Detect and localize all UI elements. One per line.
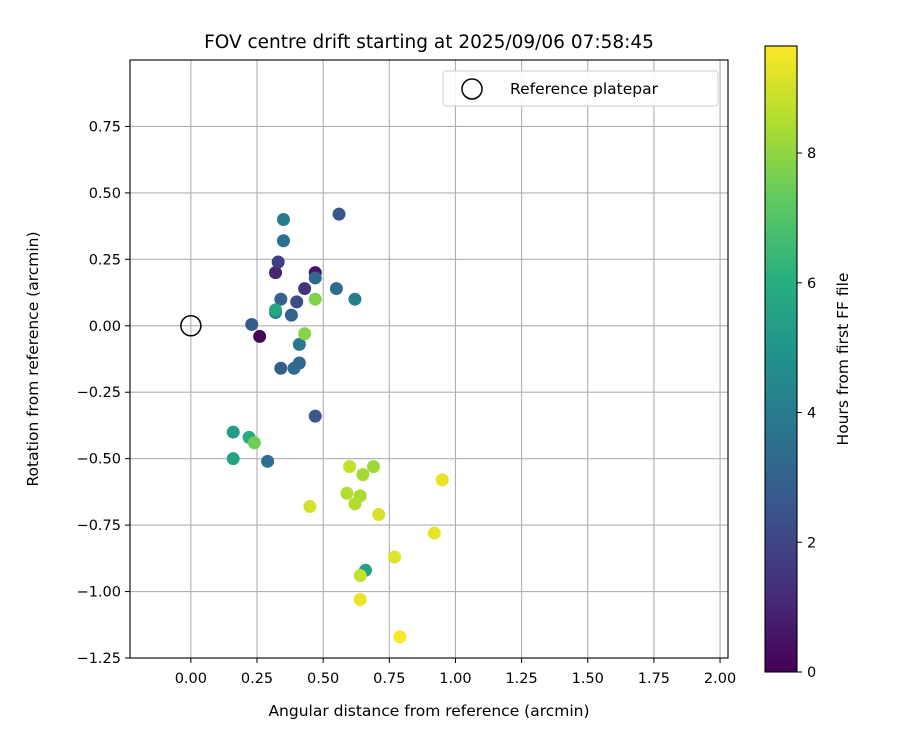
data-point [332,207,346,221]
y-axis-label: Rotation from reference (arcmin) [24,231,42,486]
data-point [308,271,322,285]
data-point [276,212,290,226]
x-axis-label: Angular distance from reference (arcmin) [268,702,589,720]
data-point [366,460,380,474]
data-point [247,436,261,450]
data-point [276,234,290,248]
data-point [269,303,283,317]
data-point [226,452,240,466]
x-tick-label: 1.25 [505,671,537,687]
data-point [348,292,362,306]
data-point [298,327,312,341]
x-tick-label: 0.50 [307,671,339,687]
grid [130,60,728,659]
data-point [308,409,322,423]
x-tick-label: 1.50 [572,671,604,687]
data-point [269,266,283,280]
data-point [245,317,259,331]
chart-title: FOV centre drift starting at 2025/09/06 … [204,32,654,53]
data-point [329,282,343,296]
data-point [287,361,301,375]
legend: Reference platepar [442,70,719,107]
x-tick-label: 0.00 [175,671,207,687]
x-tick-label: 1.00 [439,671,471,687]
x-axis-ticks: 0.00 0.25 0.50 0.75 1.00 1.25 1.50 1.75 2.00 [175,658,736,687]
y-tick-label: −0.25 [77,385,121,401]
colorbar-tick-label: 4 [807,406,816,422]
y-axis-ticks: 0.75 0.50 0.25 0.00 −0.25 −0.50 −0.75 −1.00 −1.2… [77,119,130,667]
legend-marker-icon [461,78,483,100]
colorbar-tick-label: 0 [807,665,816,681]
colorbar-tick-label: 2 [807,535,816,551]
data-point [271,255,285,269]
data-point [388,550,402,564]
colorbar-gradient [764,45,798,673]
data-point [343,460,357,474]
data-point [356,468,370,482]
colorbar-label: Hours from first FF file [834,273,852,446]
data-point [292,337,306,351]
colorbar-ticks: 0 2 4 6 8 [797,146,816,681]
x-tick-label: 1.75 [638,671,670,687]
data-point [353,569,367,583]
data-point [372,507,386,521]
data-point [303,500,317,514]
data-points [226,207,449,644]
legend-entry-reference: Reference platepar [510,80,659,98]
data-point [340,486,354,500]
y-tick-label: 0.25 [89,252,121,268]
x-tick-label: 2.00 [704,671,736,687]
colorbar-tick-label: 6 [807,276,816,292]
x-tick-label: 0.75 [373,671,405,687]
data-point [427,526,441,540]
data-point [274,361,288,375]
data-point [274,292,288,306]
data-point [435,473,449,487]
data-point [261,454,275,468]
data-point [290,295,304,309]
data-point [298,282,312,296]
data-point [353,593,367,607]
plot-frame [129,59,729,659]
data-point [226,425,240,439]
colorbar: 0 2 4 6 8 Hours from first FF file [764,45,852,681]
y-tick-label: 0.00 [89,319,121,335]
data-point [253,329,267,343]
data-point [393,630,407,644]
y-tick-label: −1.00 [77,585,121,601]
y-tick-label: −1.25 [77,651,121,667]
data-point [284,308,298,322]
data-point [308,292,322,306]
x-tick-label: 0.25 [241,671,273,687]
legend-box [442,70,719,107]
y-tick-label: −0.50 [77,452,121,468]
y-tick-label: 0.75 [89,119,121,135]
data-point [348,497,362,511]
y-tick-label: −0.75 [77,518,121,534]
colorbar-tick-label: 8 [807,146,816,162]
reference-platepar-marker [180,315,202,337]
y-tick-label: 0.50 [89,186,121,202]
